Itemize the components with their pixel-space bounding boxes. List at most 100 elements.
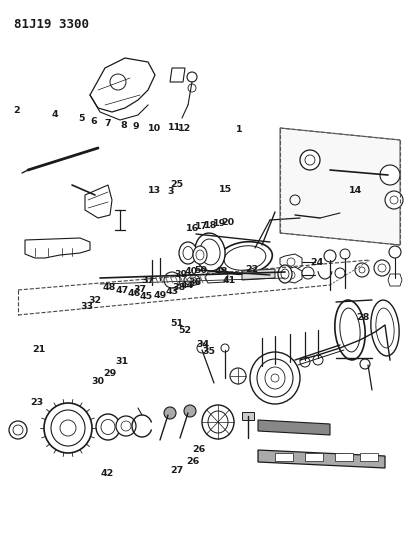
Text: 15: 15	[218, 185, 231, 193]
Circle shape	[359, 359, 369, 369]
Polygon shape	[279, 128, 399, 245]
Polygon shape	[205, 271, 228, 283]
Text: 47: 47	[115, 286, 128, 295]
Text: 10: 10	[147, 125, 160, 133]
Text: 46: 46	[127, 289, 140, 297]
Text: 40: 40	[184, 268, 197, 276]
Ellipse shape	[202, 405, 233, 439]
Text: 18: 18	[203, 221, 216, 230]
Text: 37: 37	[133, 285, 146, 294]
Text: 26: 26	[186, 457, 199, 465]
Text: 30: 30	[91, 377, 104, 385]
Text: 31: 31	[115, 357, 128, 366]
Circle shape	[334, 268, 344, 278]
Text: 26: 26	[192, 445, 205, 454]
Circle shape	[164, 272, 179, 288]
Text: 22: 22	[245, 265, 258, 273]
Ellipse shape	[194, 233, 224, 271]
Text: 12: 12	[178, 125, 191, 133]
Ellipse shape	[249, 352, 299, 404]
Ellipse shape	[334, 300, 364, 360]
Text: 52: 52	[178, 326, 191, 335]
Text: 24: 24	[309, 258, 322, 266]
Text: 35: 35	[202, 348, 215, 356]
Bar	[274, 453, 292, 461]
Text: 9: 9	[132, 123, 139, 131]
Circle shape	[60, 420, 76, 436]
Polygon shape	[241, 412, 254, 420]
Text: 41: 41	[222, 277, 235, 285]
Text: 2: 2	[13, 106, 19, 115]
Text: 39: 39	[174, 270, 187, 279]
Text: 44: 44	[180, 281, 193, 289]
Text: 36: 36	[188, 278, 201, 287]
Bar	[334, 453, 352, 461]
Text: 29: 29	[103, 369, 116, 377]
Circle shape	[354, 263, 368, 277]
Text: 28: 28	[356, 313, 369, 321]
Circle shape	[183, 405, 196, 417]
Text: 23: 23	[30, 398, 43, 407]
Text: 25: 25	[170, 181, 183, 189]
Bar	[359, 453, 377, 461]
Text: 37: 37	[141, 277, 154, 285]
Circle shape	[388, 246, 400, 258]
Text: 48: 48	[214, 268, 227, 276]
Circle shape	[373, 260, 389, 276]
Text: 49: 49	[153, 292, 166, 300]
Circle shape	[323, 250, 335, 262]
Text: 7: 7	[104, 119, 111, 128]
Polygon shape	[279, 254, 301, 270]
Polygon shape	[257, 420, 329, 435]
Ellipse shape	[44, 403, 92, 453]
Ellipse shape	[370, 300, 398, 356]
Polygon shape	[387, 274, 401, 286]
Text: 81J19 3300: 81J19 3300	[14, 18, 89, 31]
Text: 6: 6	[90, 117, 96, 126]
Ellipse shape	[183, 274, 200, 286]
Text: 48: 48	[103, 284, 116, 292]
Bar	[304, 453, 322, 461]
Circle shape	[299, 150, 319, 170]
Text: 50: 50	[194, 266, 207, 274]
Text: 27: 27	[170, 466, 183, 474]
Text: 1: 1	[236, 125, 242, 134]
Circle shape	[9, 421, 27, 439]
Text: 33: 33	[81, 302, 94, 311]
Polygon shape	[85, 185, 112, 218]
Ellipse shape	[217, 241, 272, 274]
Text: 3: 3	[167, 188, 173, 196]
Text: 34: 34	[196, 341, 209, 349]
Circle shape	[230, 368, 245, 384]
Circle shape	[220, 344, 228, 352]
Text: 43: 43	[166, 287, 179, 296]
Text: 19: 19	[212, 220, 225, 228]
Circle shape	[299, 357, 309, 367]
Circle shape	[284, 359, 294, 369]
Circle shape	[312, 355, 322, 365]
Text: 11: 11	[168, 124, 181, 132]
Polygon shape	[170, 68, 185, 82]
Circle shape	[269, 361, 279, 371]
Text: 45: 45	[139, 292, 152, 301]
Polygon shape	[241, 269, 274, 280]
Text: 21: 21	[32, 345, 45, 353]
Text: 17: 17	[195, 222, 208, 231]
Circle shape	[379, 165, 399, 185]
Ellipse shape	[96, 414, 120, 440]
Text: 51: 51	[170, 319, 183, 328]
Text: 38: 38	[172, 284, 185, 292]
Polygon shape	[279, 267, 301, 283]
Circle shape	[339, 249, 349, 259]
Text: 42: 42	[101, 469, 114, 478]
Text: 16: 16	[186, 224, 199, 232]
Circle shape	[384, 191, 402, 209]
Text: 5: 5	[78, 114, 84, 123]
Text: 32: 32	[89, 296, 102, 304]
Circle shape	[196, 343, 207, 353]
Polygon shape	[25, 238, 90, 258]
Ellipse shape	[192, 246, 207, 264]
Ellipse shape	[277, 265, 291, 283]
Circle shape	[164, 407, 175, 419]
Circle shape	[256, 363, 266, 373]
